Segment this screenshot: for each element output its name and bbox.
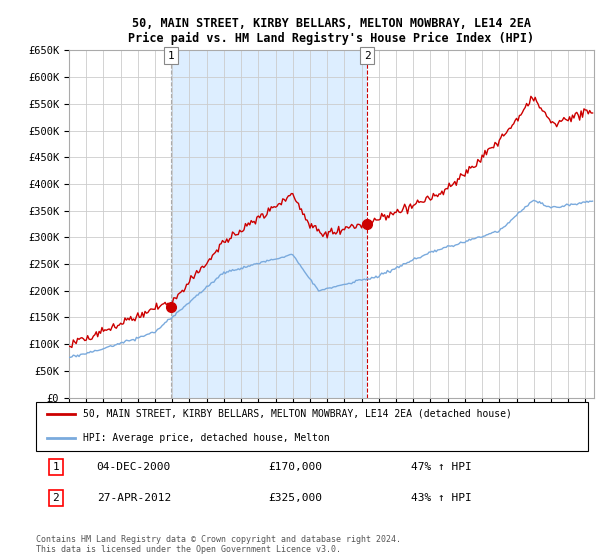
- Text: 2: 2: [364, 51, 371, 60]
- FancyBboxPatch shape: [36, 402, 588, 451]
- Text: 1: 1: [53, 462, 59, 472]
- Text: 04-DEC-2000: 04-DEC-2000: [97, 462, 171, 472]
- Text: 50, MAIN STREET, KIRBY BELLARS, MELTON MOWBRAY, LE14 2EA (detached house): 50, MAIN STREET, KIRBY BELLARS, MELTON M…: [83, 409, 512, 419]
- Text: 27-APR-2012: 27-APR-2012: [97, 493, 171, 503]
- Text: 2: 2: [53, 493, 59, 503]
- Text: HPI: Average price, detached house, Melton: HPI: Average price, detached house, Melt…: [83, 433, 329, 444]
- Text: £325,000: £325,000: [268, 493, 322, 503]
- Text: 47% ↑ HPI: 47% ↑ HPI: [412, 462, 472, 472]
- Bar: [171, 50, 367, 398]
- Text: Contains HM Land Registry data © Crown copyright and database right 2024.
This d: Contains HM Land Registry data © Crown c…: [36, 535, 401, 554]
- Text: 43% ↑ HPI: 43% ↑ HPI: [412, 493, 472, 503]
- Text: 1: 1: [167, 51, 174, 60]
- Text: £170,000: £170,000: [268, 462, 322, 472]
- Title: 50, MAIN STREET, KIRBY BELLARS, MELTON MOWBRAY, LE14 2EA
Price paid vs. HM Land : 50, MAIN STREET, KIRBY BELLARS, MELTON M…: [128, 17, 535, 45]
